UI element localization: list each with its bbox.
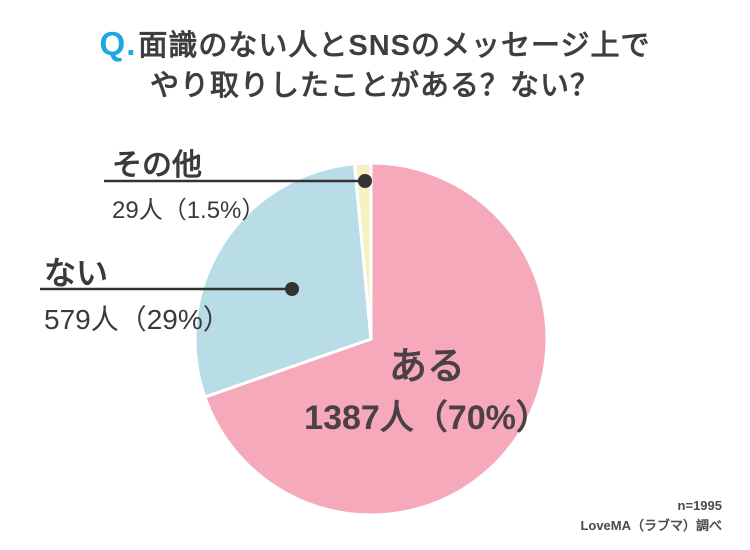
slice-label-aru: ある <box>388 346 465 388</box>
slice-value-sonota: 29人（1.5%） <box>112 197 266 224</box>
chart-title-line2: やり取りしたことがある？ない？ <box>149 70 600 102</box>
pie-slice-0 <box>203 161 549 517</box>
pie <box>193 161 549 517</box>
pie-slice-1 <box>193 162 373 399</box>
pie-slice-2 <box>353 161 373 341</box>
question-q-prefix: Q. <box>99 25 137 62</box>
slice-label-nai: ない <box>44 255 109 291</box>
footer: n=1995 LoveMA（ラブマ）調べ <box>580 496 722 536</box>
slice-value-aru: 1387人（70%） <box>304 399 550 437</box>
leader-line-sonota <box>104 174 372 188</box>
source-credit: LoveMA（ラブマ）調べ <box>580 518 722 533</box>
leader-line-nai <box>40 282 299 296</box>
leader-dot <box>358 174 372 188</box>
slice-label-sonota: その他 <box>112 149 202 182</box>
sample-size-label: n=1995 <box>677 498 722 513</box>
leader-dot <box>285 282 299 296</box>
chart-title-line1: Q.面識のない人とSNSのメッセージ上で <box>0 24 750 66</box>
chart-title-line1-text: 面識のない人とSNSのメッセージ上で <box>138 30 651 62</box>
slice-value-nai: 579人（29%） <box>44 304 231 335</box>
chart-title: Q.面識のない人とSNSのメッセージ上で やり取りしたことがある？ない？ <box>0 24 750 106</box>
